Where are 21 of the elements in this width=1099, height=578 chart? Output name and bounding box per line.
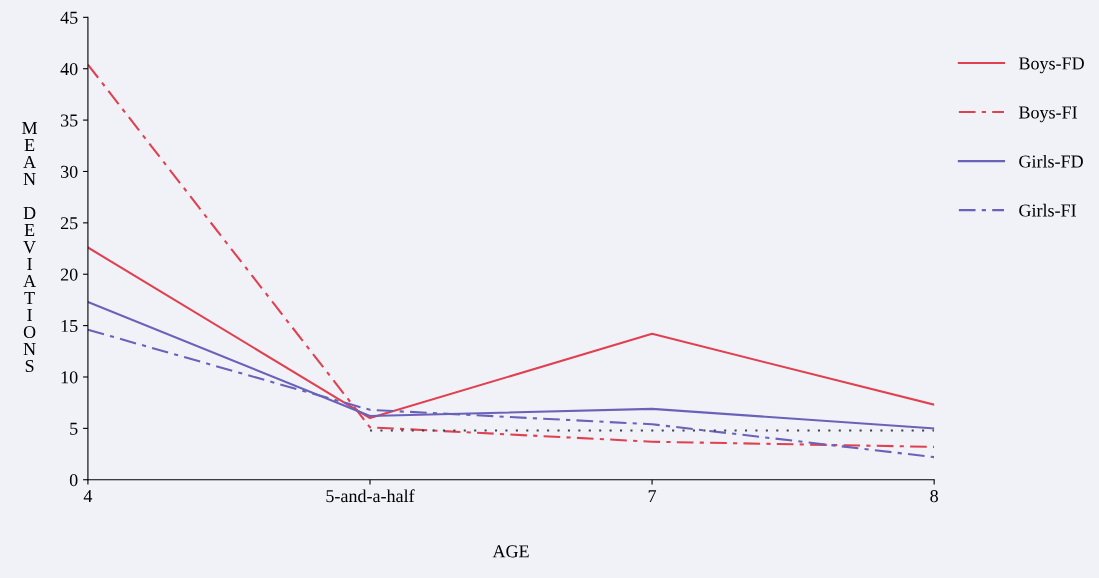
legend-label: Girls-FI [1019,203,1076,217]
legend-label: Girls-FD [1019,154,1083,168]
text: MEAN DEVIATIONS [22,122,38,373]
y-tick-label: 30 [61,165,78,178]
y-tick-label: 45 [60,11,78,24]
x-tick-label: 8 [930,489,938,503]
y-tick-label: 40 [60,62,78,76]
y-tick-label: 25 [60,217,78,230]
x-tick-label: 7 [648,490,657,502]
y-tick-label: 5 [70,422,78,435]
x-axis-title: AGE [492,545,529,558]
y-tick-label: 20 [60,268,78,281]
x-tick-label: 4 [83,490,93,502]
legend-label: Boys-FD [1018,57,1084,74]
y-tick-label: 15 [61,319,78,333]
x-tick-label: 5-and-a-half [326,489,415,503]
y-tick-label: 0 [69,474,78,487]
legend-label: Boys-FI [1018,106,1077,123]
y-tick-label: 35 [61,114,78,127]
y-tick-label: 10 [61,371,78,384]
line-series [87,63,935,448]
